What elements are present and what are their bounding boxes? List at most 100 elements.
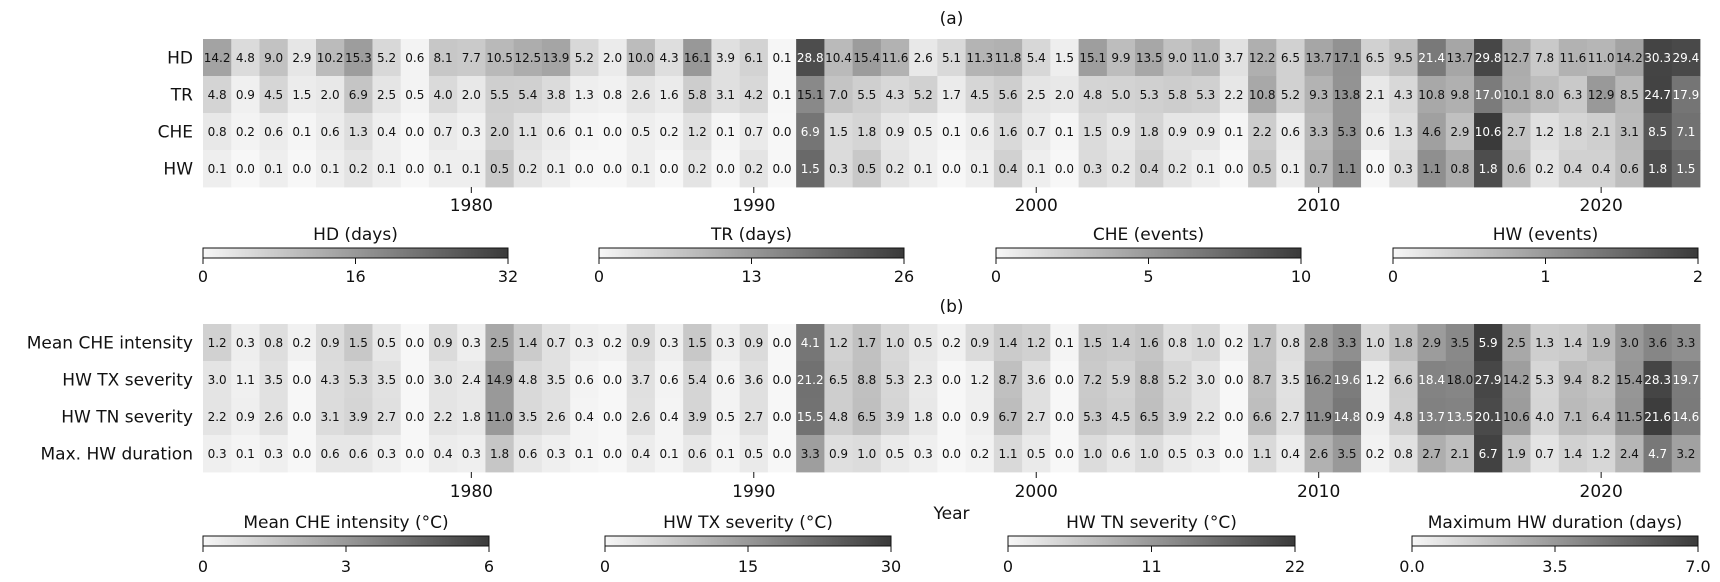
heatmap-cell [993,398,1023,436]
cell-label: 5.2 [377,51,396,65]
cell-label: 2.1 [1592,125,1611,139]
cell-label: 6.5 [857,410,876,424]
cell-label: 11.6 [1560,51,1587,65]
cell-label: 3.5 [1281,373,1300,387]
cell-label: 0.2 [1224,336,1243,350]
heatmap-cell [1530,150,1560,188]
heatmap-cell [1163,324,1192,362]
heatmap-cell [767,361,797,399]
cell-label: 2.0 [462,88,481,102]
heatmap-cell [796,76,825,114]
cell-label: 21.6 [1644,410,1671,424]
heatmap-cell [1135,324,1164,362]
cell-label: 0.4 [1281,447,1300,461]
cell-label: 0.9 [885,125,904,139]
colorbar-tick-label: 16 [345,267,365,286]
heatmap-cell [937,435,967,473]
heatmap-cell [1191,398,1221,436]
heatmap-cell [1332,150,1362,188]
cell-label: 11.6 [882,51,909,65]
cell-label: 3.6 [744,373,763,387]
cell-label: 1.9 [1592,336,1611,350]
cell-label: 0.9 [744,336,763,350]
cell-label: 0.0 [772,162,791,176]
heatmap-cell [570,324,599,362]
heatmap-cell [654,150,684,188]
heatmap-cell [852,76,882,114]
heatmap-cell [1135,398,1164,436]
cell-label: 4.0 [434,88,453,102]
cell-label: 15.1 [1079,51,1106,65]
cell-label: 3.5 [1450,336,1469,350]
heatmap-cell [259,361,289,399]
cell-label: 0.9 [1366,410,1385,424]
cell-label: 10.5 [486,51,513,65]
cell-label: 0.9 [236,410,255,424]
heatmap-cell [1643,113,1673,151]
heatmap-cell [570,76,599,114]
heatmap-cell [1587,113,1616,151]
heatmap-cell [965,398,995,436]
cell-label: 8.7 [1253,373,1272,387]
heatmap-cell [1389,113,1418,151]
heatmap-cell [852,398,882,436]
cell-label: 30.3 [1644,51,1671,65]
heatmap-cell [1078,398,1108,436]
cell-label: 1.5 [688,336,707,350]
cell-label: 6.1 [744,51,763,65]
heatmap-cell [965,76,995,114]
cell-label: 3.5 [518,410,537,424]
cell-label: 0.0 [405,336,424,350]
heatmap-cell [1304,324,1334,362]
heatmap-cell [909,39,938,77]
cell-label: 2.1 [1366,88,1385,102]
heatmap-cell [824,361,854,399]
heatmap-cell [428,324,458,362]
heatmap-cell [1191,76,1221,114]
cell-label: 2.2 [1196,410,1215,424]
heatmap-cell [570,39,599,77]
heatmap-cell [1502,39,1531,77]
cell-label: 0.0 [405,125,424,139]
heatmap-cell [400,361,430,399]
cell-label: 2.5 [377,88,396,102]
heatmap-cell [965,113,995,151]
cell-label: 8.8 [857,373,876,387]
heatmap-cell [1445,39,1475,77]
cell-label: 2.2 [434,410,453,424]
heatmap-cell [909,435,938,473]
row-label: TR [170,86,193,106]
heatmap-cell [626,113,656,151]
heatmap-cell [344,324,373,362]
cell-label: 9.0 [264,51,283,65]
cell-label: 5.2 [914,88,933,102]
cell-label: 5.3 [1196,88,1215,102]
cell-label: 0.0 [772,125,791,139]
cell-label: 0.0 [292,447,311,461]
cell-label: 1.5 [1676,162,1695,176]
heatmap-cell [287,324,317,362]
cell-label: 13.7 [1447,51,1474,65]
heatmap-cell [315,39,345,77]
colorbar-tick-label: 10 [1291,267,1311,286]
cell-label: 2.5 [490,336,509,350]
heatmap-cell [993,361,1023,399]
cell-label: 1.2 [829,336,848,350]
heatmap-cell [824,76,854,114]
heatmap-cell [1671,39,1701,77]
heatmap-cell [824,113,854,151]
cell-label: 4.3 [321,373,340,387]
heatmap-cell [909,113,938,151]
heatmap-cell [1050,435,1080,473]
heatmap-cell [1530,361,1560,399]
cell-label: 0.1 [1196,162,1215,176]
cell-label: 0.1 [660,447,679,461]
row-label: HW TN severity [61,408,193,428]
cell-label: 4.6 [1422,125,1441,139]
cell-label: 0.9 [631,336,650,350]
heatmap-cell [1587,39,1616,77]
heatmap-cell [1530,435,1560,473]
cell-label: 2.0 [1055,88,1074,102]
cell-label: 4.8 [208,88,227,102]
heatmap-cell [231,324,260,362]
